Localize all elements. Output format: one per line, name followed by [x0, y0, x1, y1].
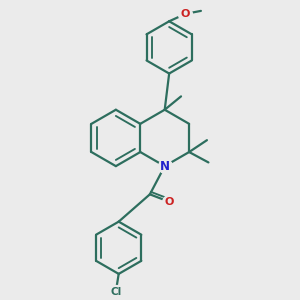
Text: O: O: [181, 9, 190, 19]
Text: Cl: Cl: [110, 287, 122, 297]
Text: N: N: [160, 160, 170, 172]
Text: O: O: [164, 197, 174, 207]
